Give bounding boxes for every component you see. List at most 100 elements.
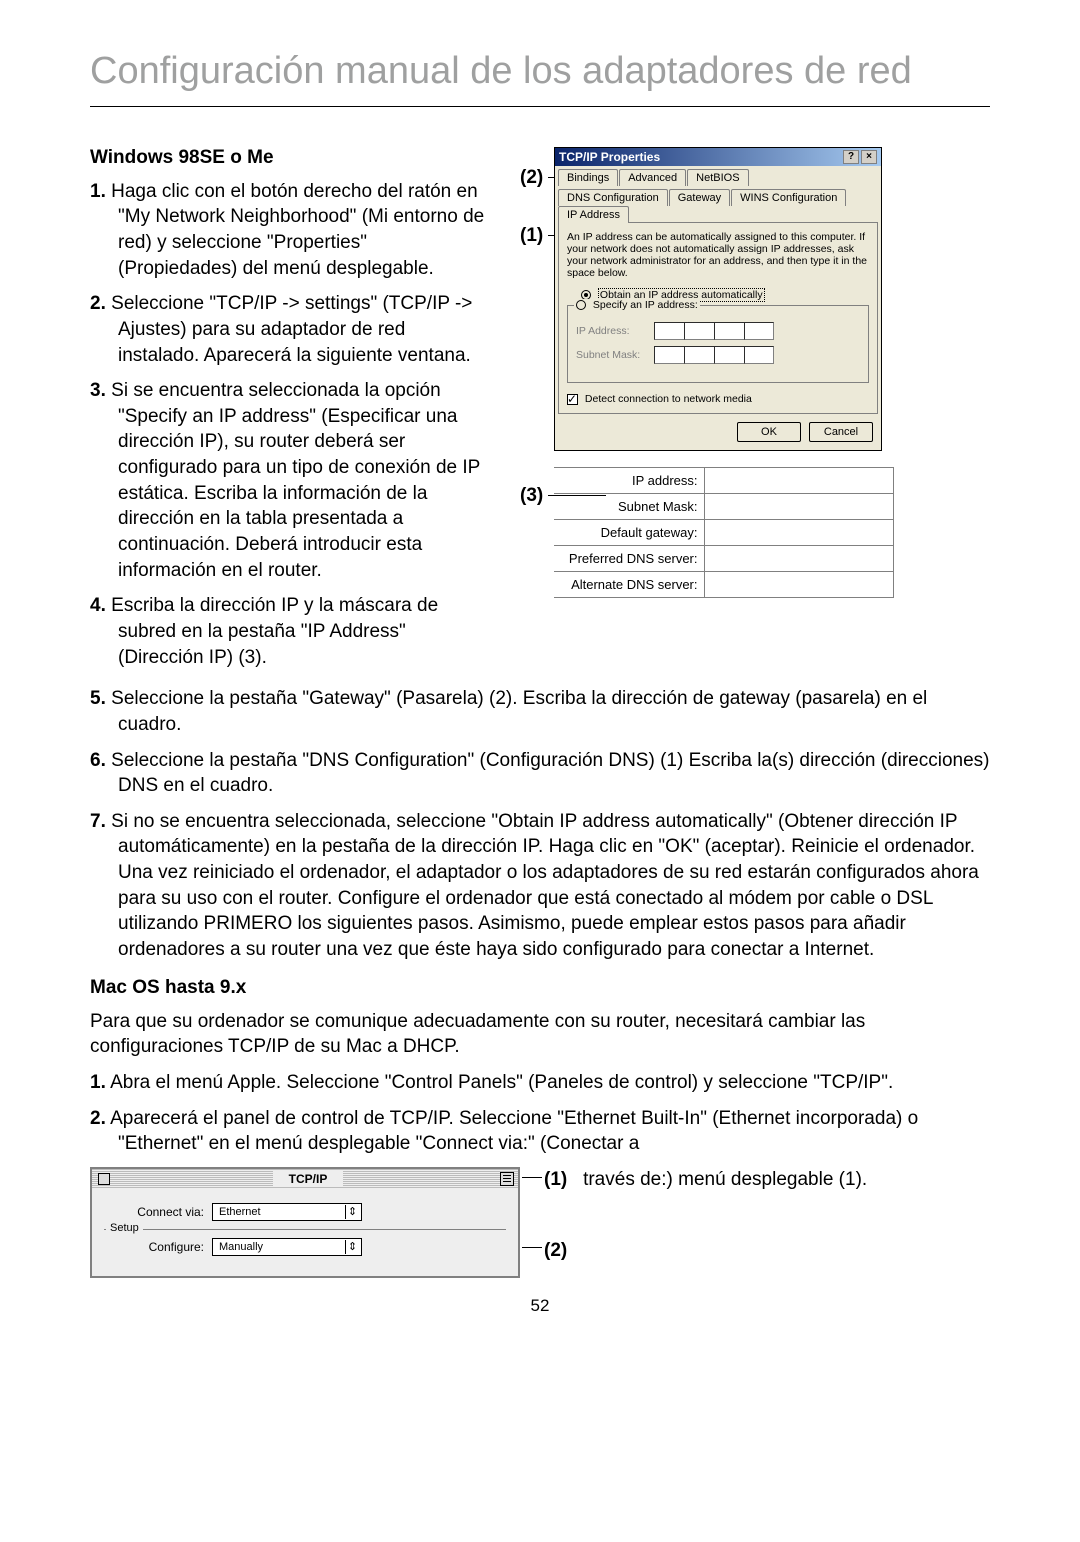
row-input[interactable] [704,467,894,493]
radio-icon [576,300,586,310]
list-text: Si no se encuentra seleccionada, selecci… [111,811,979,960]
tab-row-1: Bindings Advanced NetBIOS [555,166,881,185]
configure-value: Manually [219,1241,263,1253]
chevron-updown-icon: ⇕ [345,1240,359,1254]
cancel-button[interactable]: Cancel [809,422,873,442]
row-label: Alternate DNS server: [554,571,704,597]
mac-callout-2: (2) [544,1240,990,1262]
macos-list: 1. Abra el menú Apple. Seleccione "Contr… [90,1070,990,1157]
win98-list-cont: 5. Seleccione la pestaña "Gateway" (Pasa… [90,686,990,962]
mac-wrap: TCP/IP Connect via: Ethernet ⇕ Setup Con… [90,1167,990,1278]
table-row: Subnet Mask: [554,493,894,519]
configure-select[interactable]: Manually ⇕ [212,1238,362,1256]
list-num: 5. [90,688,106,709]
help-button[interactable]: ? [843,150,859,164]
list-num: 4. [90,595,106,616]
row-input[interactable] [704,571,894,597]
tab-bindings[interactable]: Bindings [558,169,618,186]
ip-row: IP Address: [576,322,860,340]
tab-ipaddress[interactable]: IP Address [558,206,629,223]
tab-dns[interactable]: DNS Configuration [558,189,668,206]
list-text: Abra el menú Apple. Seleccione "Control … [110,1072,893,1093]
tab-netbios[interactable]: NetBIOS [687,169,748,186]
title-rule [90,106,990,107]
page-number: 52 [90,1296,990,1316]
detect-row[interactable]: Detect connection to network media [567,393,869,405]
configure-row: Configure: Manually ⇕ [104,1238,506,1256]
dialog-title: TCP/IP Properties [559,150,660,164]
list-item: 4. Escriba la dirección IP y la máscara … [90,593,490,670]
callout-line [522,1177,542,1178]
row-input[interactable] [704,545,894,571]
ip-table-wrap: (3) IP address: Subnet Mask: Default gat… [518,467,990,598]
list-text: Si se encuentra seleccionada la opción "… [111,380,480,580]
list-text: Seleccione la pestaña "DNS Configuration… [111,750,989,797]
titlebar-buttons: ? × [843,150,877,164]
list-num: 1. [90,181,106,202]
tab-row-2: DNS Configuration Gateway WINS Configura… [555,185,881,222]
connect-row: Connect via: Ethernet ⇕ [104,1203,506,1221]
page-title: Configuración manual de los adaptadores … [90,50,990,94]
list-num: 2. [90,1108,106,1129]
macos-heading: Mac OS hasta 9.x [90,977,990,999]
list-num: 6. [90,750,106,771]
callout-line [548,495,606,496]
list-item: 1. Abra el menú Apple. Seleccione "Contr… [90,1070,990,1096]
configure-label: Configure: [104,1240,204,1254]
table-row: Alternate DNS server: [554,571,894,597]
list-item: 6. Seleccione la pestaña "DNS Configurat… [90,748,990,799]
list-num: 3. [90,380,106,401]
tab-gateway[interactable]: Gateway [669,189,730,206]
tab-body: An IP address can be automatically assig… [558,222,878,414]
list-item: 7. Si no se encuentra seleccionada, sele… [90,809,990,963]
setup-group: Setup Configure: Manually ⇕ [104,1229,506,1256]
ip-table: IP address: Subnet Mask: Default gateway… [554,467,894,598]
page: Configuración manual de los adaptadores … [0,0,1080,1356]
list-text: Haga clic con el botón derecho del ratón… [111,181,484,279]
win98-list: 1. Haga clic con el botón derecho del ra… [90,179,490,671]
list-num: 7. [90,811,106,832]
list-text: Seleccione la pestaña "Gateway" (Pasarel… [111,688,927,735]
mac-tcpip-panel: TCP/IP Connect via: Ethernet ⇕ Setup Con… [90,1167,520,1278]
row-label: Subnet Mask: [554,493,704,519]
row-input[interactable] [704,519,894,545]
list-item: 2. Seleccione "TCP/IP -> settings" (TCP/… [90,291,490,368]
connect-label: Connect via: [104,1205,204,1219]
explain-text: An IP address can be automatically assig… [567,231,869,279]
subnet-row: Subnet Mask: [576,346,860,364]
left-column: Windows 98SE o Me 1. Haga clic con el bo… [90,147,490,681]
ip-input[interactable] [654,322,774,340]
ok-button[interactable]: OK [737,422,801,442]
list-num: 2. [90,293,106,314]
table-row: Preferred DNS server: [554,545,894,571]
callout-1: (1) [520,225,543,247]
list-text: Aparecerá el panel de control de TCP/IP.… [110,1108,918,1155]
row-input[interactable] [704,493,894,519]
tab-advanced[interactable]: Advanced [619,169,686,186]
checkbox-icon [567,394,578,405]
callout-line [522,1247,542,1248]
list-text: Escriba la dirección IP y la máscara de … [111,595,438,667]
specify-fieldset: Specify an IP address: IP Address: Subne… [567,305,869,383]
subnet-input[interactable] [654,346,774,364]
macos-intro: Para que su ordenador se comunique adecu… [90,1009,990,1060]
mac-callout-1: (1) [544,1169,567,1190]
list-item: 5. Seleccione la pestaña "Gateway" (Pasa… [90,686,990,737]
radio-specify-row[interactable]: Specify an IP address: [574,299,700,311]
mac-body: Connect via: Ethernet ⇕ Setup Configure:… [92,1189,518,1276]
mac-titlebar: TCP/IP [92,1169,518,1189]
subnet-label: Subnet Mask: [576,349,654,361]
row-label: Default gateway: [554,519,704,545]
connect-select[interactable]: Ethernet ⇕ [212,1203,362,1221]
tab-wins[interactable]: WINS Configuration [731,189,846,206]
list-item: 2. Aparecerá el panel de control de TCP/… [90,1106,990,1157]
row-label: Preferred DNS server: [554,545,704,571]
dialog-titlebar: TCP/IP Properties ? × [555,148,881,166]
mac-close-button[interactable] [98,1173,110,1185]
two-column-block: Windows 98SE o Me 1. Haga clic con el bo… [90,147,990,681]
close-button[interactable]: × [861,150,877,164]
dialog-buttons: OK Cancel [555,420,881,450]
mac-zoom-button[interactable] [500,1172,514,1186]
table-row: IP address: [554,467,894,493]
mac-title: TCP/IP [273,1171,343,1187]
